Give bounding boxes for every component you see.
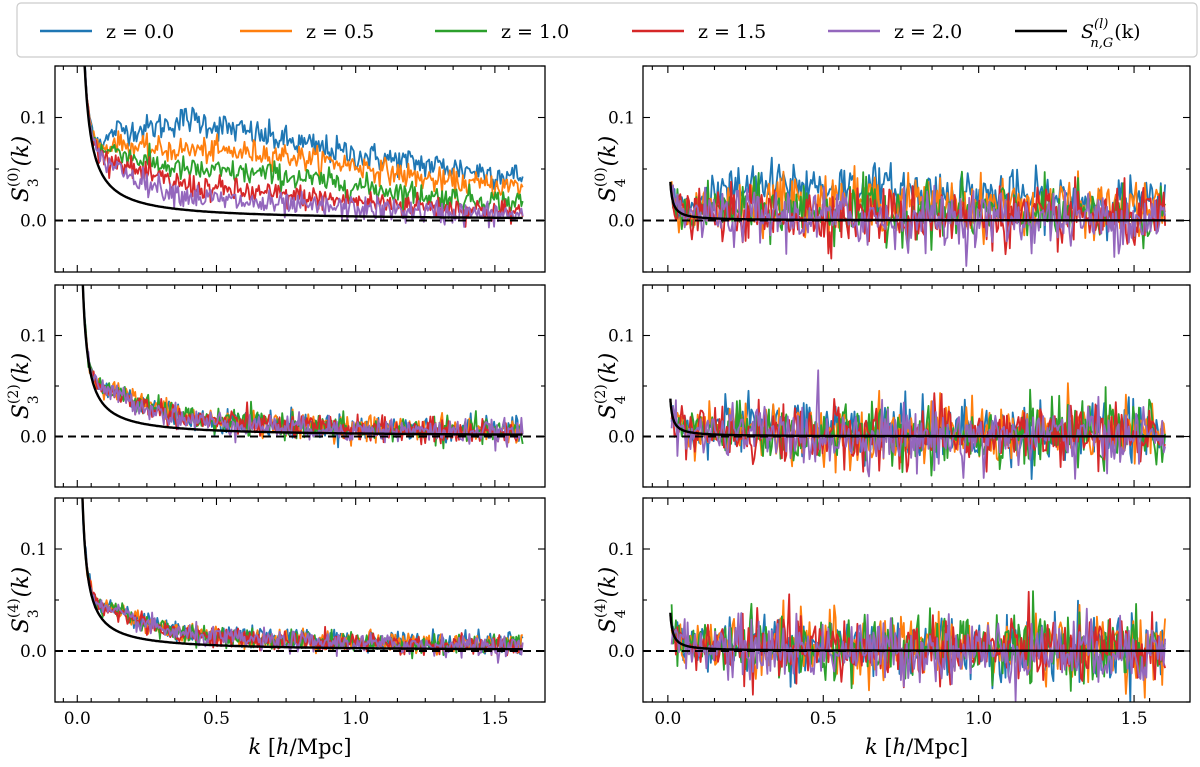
legend-label: z = 0.0 bbox=[106, 21, 174, 43]
legend-label: S(l) n,G(k) bbox=[1081, 17, 1141, 51]
legend-label: z = 2.0 bbox=[894, 21, 962, 43]
gaussian-curve bbox=[669, 398, 1166, 438]
series-line-2-0 bbox=[81, 498, 524, 664]
y-tick-label: 0.1 bbox=[20, 540, 47, 560]
x-tick-label: 0.5 bbox=[203, 709, 230, 729]
y-tick-label: 0.0 bbox=[608, 212, 635, 232]
legend-label: z = 1.5 bbox=[698, 21, 766, 43]
panel-S4_4: 0.0 0.1 0.0 0.5 1.0 1.5 k [h/Mpc] S(4) 4(k) bbox=[593, 497, 1191, 759]
series-line-2-0 bbox=[82, 285, 524, 452]
panel-S4_2: 0.0 0.1 S(2) 4(k) bbox=[593, 284, 1191, 488]
x-tick-label: 0.0 bbox=[654, 709, 681, 729]
y-axis-label: S(0) 3(k) bbox=[6, 136, 42, 202]
y-tick-label: 0.1 bbox=[608, 109, 635, 129]
y-tick-label: 0.0 bbox=[20, 212, 47, 232]
x-axis-label: k [h/Mpc] bbox=[865, 735, 968, 759]
y-tick-label: 0.1 bbox=[608, 540, 635, 560]
legend-label: z = 0.5 bbox=[306, 21, 374, 43]
series-line-2-0 bbox=[83, 66, 524, 229]
x-tick-label: 1.5 bbox=[1121, 709, 1148, 729]
gaussian-curve bbox=[669, 181, 1166, 222]
y-axis-label: S(0) 4(k) bbox=[593, 136, 629, 202]
axes-frame bbox=[54, 65, 546, 273]
x-tick-label: 1.5 bbox=[481, 709, 508, 729]
y-tick-label: 0.1 bbox=[608, 327, 635, 347]
axes-frame bbox=[54, 284, 546, 488]
gaussian-curve bbox=[81, 285, 523, 436]
gaussian-curve bbox=[83, 66, 523, 220]
y-tick-label: 0.0 bbox=[20, 642, 47, 662]
panel-S3_0: 0.0 0.1 S(0) 3(k) bbox=[6, 65, 546, 273]
y-tick-label: 0.1 bbox=[20, 327, 47, 347]
legend-entry-1: z = 0.0 bbox=[40, 21, 174, 43]
series-line-1-0 bbox=[670, 170, 1166, 252]
axes-frame bbox=[54, 497, 546, 703]
x-tick-label: 1.0 bbox=[965, 709, 992, 729]
gaussian-curve bbox=[81, 498, 523, 651]
y-axis-label: S(2) 4(k) bbox=[593, 353, 629, 419]
legend: z = 0.0 z = 0.5 z = 1.0 z = 1.5 z = 2.0 S(l) n… bbox=[16, 2, 1198, 58]
series-line-1-5 bbox=[81, 285, 523, 446]
series-line-2-0 bbox=[670, 369, 1166, 480]
y-tick-label: 0.1 bbox=[20, 109, 47, 129]
series-line-1-0 bbox=[83, 66, 524, 215]
y-axis-label: S(2) 3(k) bbox=[6, 353, 42, 419]
panel-S3_4: 0.0 0.1 0.0 0.5 1.0 1.5 k [h/Mpc] S(4) 3(k) bbox=[6, 497, 546, 759]
series-line-2-0 bbox=[670, 184, 1166, 267]
y-tick-label: 0.0 bbox=[608, 428, 635, 448]
x-tick-label: 0.0 bbox=[64, 709, 91, 729]
legend-entry-3: z = 1.0 bbox=[435, 21, 569, 43]
y-axis-label: S(4) 3(k) bbox=[6, 567, 42, 633]
series-line-0-5 bbox=[83, 66, 524, 200]
panels: 0.0 0.1 S(0) 3(k) 0.0 0.1 S(0) 4(k) 0.0 0.1 S(2) 3(… bbox=[6, 65, 1191, 759]
y-axis-label: S(4) 4(k) bbox=[593, 567, 629, 633]
legend-entry-6: S(l) n,G(k) bbox=[1015, 17, 1141, 51]
panel-S4_0: 0.0 0.1 S(0) 4(k) bbox=[593, 65, 1191, 273]
legend-entry-5: z = 2.0 bbox=[828, 21, 962, 43]
legend-entry-2: z = 0.5 bbox=[240, 21, 374, 43]
axes-frame bbox=[642, 65, 1191, 273]
y-tick-label: 0.0 bbox=[20, 428, 47, 448]
x-tick-label: 1.0 bbox=[342, 709, 369, 729]
legend-frame bbox=[16, 2, 1198, 58]
legend-entry-4: z = 1.5 bbox=[632, 21, 766, 43]
gaussian-curve bbox=[669, 612, 1166, 652]
series-line-2-0 bbox=[670, 607, 1166, 702]
x-tick-label: 0.5 bbox=[810, 709, 837, 729]
legend-label: z = 1.0 bbox=[501, 21, 569, 43]
x-axis-label: k [h/Mpc] bbox=[248, 735, 351, 759]
panel-S3_2: 0.0 0.1 S(2) 3(k) bbox=[6, 284, 546, 488]
y-tick-label: 0.0 bbox=[608, 642, 635, 662]
